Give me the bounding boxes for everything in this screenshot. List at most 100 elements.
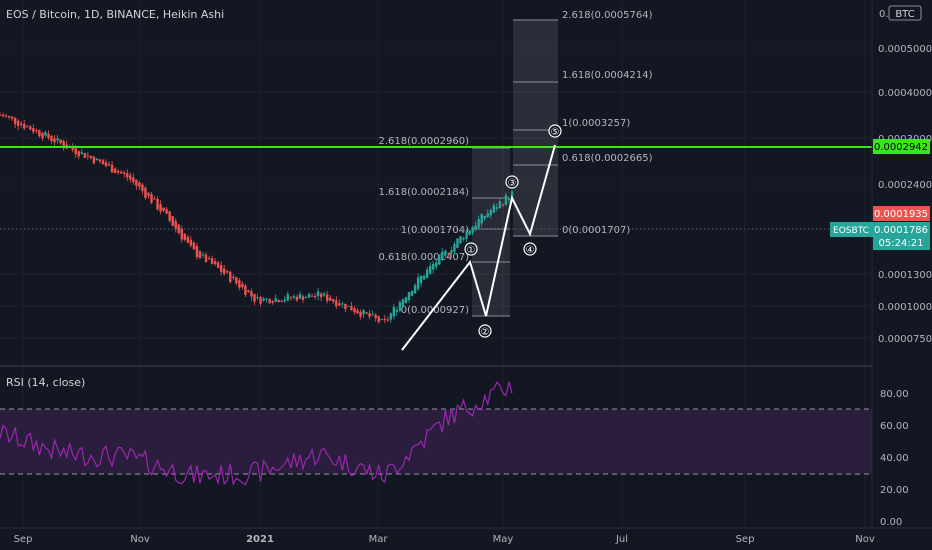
candle-body xyxy=(374,314,377,319)
time-label-jul: Jul xyxy=(615,534,628,545)
candle-body xyxy=(50,135,53,141)
chart-title: EOS / Bitcoin, 1D, BINANCE, Heikin Ashi xyxy=(6,8,224,21)
candle-body xyxy=(147,192,150,196)
rsi-tick-80: 80.00 xyxy=(880,389,909,400)
candle-body xyxy=(395,309,399,312)
time-label-sep-2: Sep xyxy=(736,534,755,545)
candle-body xyxy=(338,303,341,306)
candle-body xyxy=(441,251,444,260)
currency-badge[interactable] xyxy=(888,5,922,21)
candle-body xyxy=(292,296,296,298)
time-label-2021: 2021 xyxy=(246,534,274,545)
candle-body xyxy=(168,211,171,221)
currency-label: BTC xyxy=(895,9,914,20)
candle-body xyxy=(322,293,326,296)
candle-body xyxy=(204,254,208,263)
wave-label-2-text: ② xyxy=(481,327,490,338)
rsi-tick-0: 0.00 xyxy=(880,517,902,528)
price-tick-7: 0.0000750 xyxy=(878,334,932,345)
red-level-tag xyxy=(873,206,930,221)
candle-body xyxy=(477,219,480,228)
candle-body xyxy=(347,305,350,307)
wave-label-2[interactable]: ② xyxy=(478,324,492,338)
wave-label-3-text: ③ xyxy=(508,178,517,189)
candle-body xyxy=(350,306,353,311)
candle-body xyxy=(116,170,120,173)
candle-body xyxy=(274,298,277,302)
candle-body xyxy=(310,295,314,297)
candle-body xyxy=(74,148,77,155)
candle-body xyxy=(362,310,365,315)
candle-body xyxy=(201,254,205,256)
candlestick-series xyxy=(0,112,514,324)
candle-body xyxy=(186,236,190,243)
fib-upper-label-1: 2.618(0.0005764) xyxy=(562,10,653,21)
fib-lower-label-3: 1(0.0001704) xyxy=(401,225,469,236)
candle-body xyxy=(159,204,162,212)
candle-body xyxy=(265,298,268,300)
candle-body xyxy=(359,311,362,317)
candle-body xyxy=(244,285,247,295)
candle-body xyxy=(126,173,129,178)
candle-body xyxy=(489,210,492,216)
candle-body xyxy=(335,300,338,307)
candle-body xyxy=(383,319,386,321)
fib-upper-label-4: 0.618(0.0002665) xyxy=(562,153,653,164)
time-label-mar: Mar xyxy=(369,534,389,545)
candle-body xyxy=(189,239,193,246)
candle-body xyxy=(174,220,177,229)
candle-body xyxy=(259,297,262,304)
candle-body xyxy=(83,153,87,158)
fib-lower-label-2: 1.618(0.0002184) xyxy=(378,187,469,198)
candle-body xyxy=(198,251,202,258)
candle-body xyxy=(283,299,286,302)
candle-body xyxy=(195,245,199,258)
candle-body xyxy=(280,300,283,302)
candle-body xyxy=(416,277,420,290)
candle-body xyxy=(456,238,459,248)
candle-body xyxy=(0,114,2,116)
candle-body xyxy=(86,155,90,157)
candle-body xyxy=(235,277,238,284)
price-tick-6: 0.0001000 xyxy=(878,302,932,313)
price-tick-4: 0.0002400 xyxy=(878,180,932,191)
candle-body xyxy=(507,199,511,201)
candle-body xyxy=(62,141,65,148)
price-axis[interactable] xyxy=(872,0,932,528)
wave-label-5[interactable]: ⑤ xyxy=(548,124,562,138)
candle-body xyxy=(92,156,96,164)
wave-label-1[interactable]: ① xyxy=(464,242,478,256)
wave-label-3[interactable]: ③ xyxy=(505,175,519,189)
candle-body xyxy=(389,313,393,320)
candle-body xyxy=(47,133,50,138)
candle-body xyxy=(504,195,508,205)
time-label-may: May xyxy=(493,534,514,545)
candle-body xyxy=(213,261,217,264)
last-price-tag xyxy=(873,222,930,250)
candle-body xyxy=(365,312,368,314)
candle-body xyxy=(71,146,74,150)
candle-body xyxy=(165,209,168,214)
candle-body xyxy=(183,233,187,240)
candle-body xyxy=(138,182,141,187)
candle-body xyxy=(104,162,108,167)
candle-body xyxy=(450,250,453,254)
candle-body xyxy=(256,296,259,298)
candle-body xyxy=(20,123,23,125)
candle-body xyxy=(23,124,26,129)
candle-body xyxy=(89,155,93,159)
wave-label-4[interactable]: ④ xyxy=(523,242,537,256)
candle-body xyxy=(59,139,62,144)
last-price-label: EOSBTC xyxy=(833,226,869,236)
candle-body xyxy=(113,168,117,174)
candle-body xyxy=(156,198,159,210)
candle-body xyxy=(422,275,426,280)
countdown-value: 05:24:21 xyxy=(879,238,924,249)
last-price-value: 0.0001786 xyxy=(874,225,928,236)
candle-body xyxy=(207,258,211,260)
candle-body xyxy=(238,280,241,288)
candle-body xyxy=(332,299,335,302)
candle-body xyxy=(392,307,396,317)
price-tick-1: 0.0005000 xyxy=(878,44,932,55)
wave-dashed-ext xyxy=(401,261,471,351)
